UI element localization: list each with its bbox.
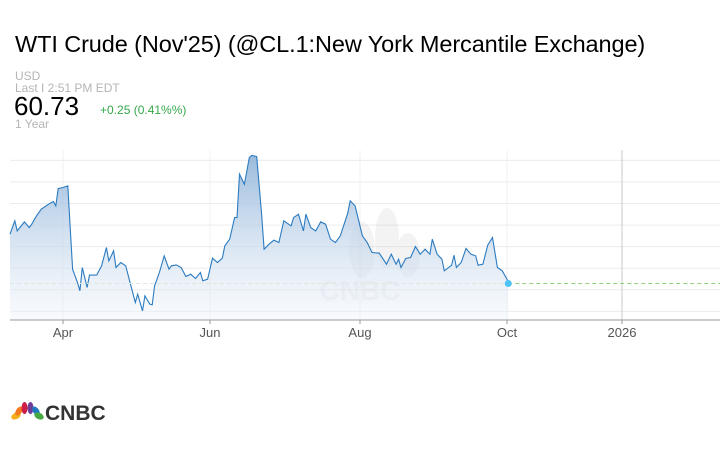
time-period[interactable]: 1 Year — [15, 117, 50, 131]
price-change: +0.25 (0.41%%) — [100, 103, 187, 117]
instrument-title: WTI Crude (Nov'25) (@CL.1:New York Merca… — [15, 31, 646, 57]
x-tick-label: Oct — [497, 325, 518, 340]
last-updated: Last I 2:51 PM EDT — [15, 81, 120, 95]
x-tick-label: Aug — [348, 325, 371, 340]
cnbc-logo: CNBC — [11, 402, 106, 423]
peacock-icon — [11, 402, 44, 420]
currency-label: USD — [15, 69, 41, 83]
price-line — [9, 154, 509, 312]
x-tick-label: 2026 — [608, 325, 637, 340]
x-axis-ticks: Apr Jun Aug Oct 2026 — [53, 320, 637, 340]
x-tick-label: Apr — [53, 325, 74, 340]
last-price: 60.73 — [14, 91, 80, 121]
price-area — [9, 155, 509, 320]
x-tick-label: Jun — [200, 325, 221, 340]
logo-text: CNBC — [45, 402, 106, 423]
last-price-dot[interactable] — [504, 279, 512, 287]
